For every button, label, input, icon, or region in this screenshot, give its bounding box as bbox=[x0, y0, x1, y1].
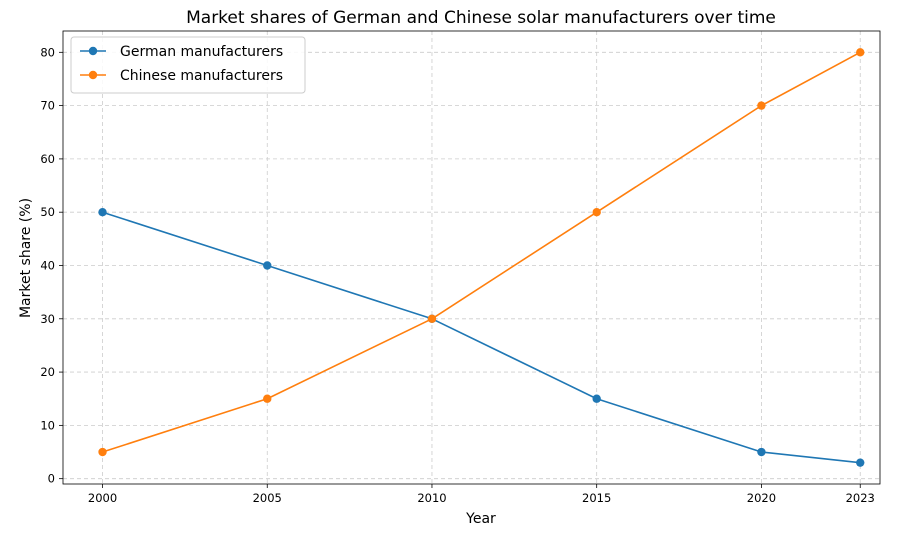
y-tick-label: 40 bbox=[40, 258, 55, 272]
y-tick-label: 80 bbox=[40, 45, 55, 59]
y-tick-label: 60 bbox=[40, 152, 55, 166]
y-axis-ticks: 0 10 20 30 40 50 60 70 80 bbox=[40, 45, 63, 486]
x-tick-label: 2020 bbox=[747, 491, 776, 505]
legend-label-chinese-manufacturers: Chinese manufacturers bbox=[120, 68, 283, 84]
series-line-chinese-manufacturers bbox=[102, 51, 861, 453]
y-tick-label: 20 bbox=[40, 365, 55, 379]
data-point-chinese-manufacturers bbox=[592, 208, 601, 217]
legend: German manufacturers Chinese manufacture… bbox=[70, 36, 306, 94]
x-tick-label: 2010 bbox=[417, 491, 446, 505]
x-tick-label: 2015 bbox=[582, 491, 611, 505]
legend-marker-german-manufacturers bbox=[88, 46, 98, 56]
y-tick-label: 30 bbox=[40, 312, 55, 326]
y-tick-label: 0 bbox=[48, 472, 55, 486]
x-tick-label: 2000 bbox=[88, 491, 117, 505]
data-point-chinese-manufacturers bbox=[856, 48, 865, 57]
grid bbox=[63, 31, 880, 484]
x-axis-ticks: 2000 2005 2010 2015 2020 2023 bbox=[88, 484, 875, 505]
legend-label-german-manufacturers: German manufacturers bbox=[120, 44, 283, 60]
data-point-german-manufacturers bbox=[592, 394, 601, 403]
data-point-chinese-manufacturers bbox=[757, 101, 766, 110]
x-tick-label: 2023 bbox=[846, 491, 875, 505]
data-point-chinese-manufacturers bbox=[98, 447, 107, 457]
legend-marker-chinese-manufacturers bbox=[88, 70, 98, 80]
data-point-chinese-manufacturers bbox=[427, 314, 437, 323]
x-axis-label: Year bbox=[465, 511, 496, 527]
data-point-german-manufacturers bbox=[757, 447, 766, 457]
y-tick-label: 70 bbox=[40, 99, 55, 113]
data-point-german-manufacturers bbox=[263, 261, 272, 270]
series-line-german-manufacturers bbox=[102, 211, 861, 464]
series bbox=[98, 48, 865, 467]
plot-area-frame bbox=[62, 30, 881, 485]
data-point-chinese-manufacturers bbox=[263, 394, 272, 403]
y-tick-label: 50 bbox=[40, 205, 55, 219]
data-point-german-manufacturers bbox=[856, 458, 865, 467]
y-axis-label: Market share (%) bbox=[18, 198, 34, 318]
x-tick-label: 2005 bbox=[253, 491, 282, 505]
chart-title: Market shares of German and Chinese sola… bbox=[186, 8, 776, 28]
legend-box bbox=[70, 36, 306, 94]
data-point-german-manufacturers bbox=[98, 208, 107, 217]
y-tick-label: 10 bbox=[40, 418, 55, 432]
